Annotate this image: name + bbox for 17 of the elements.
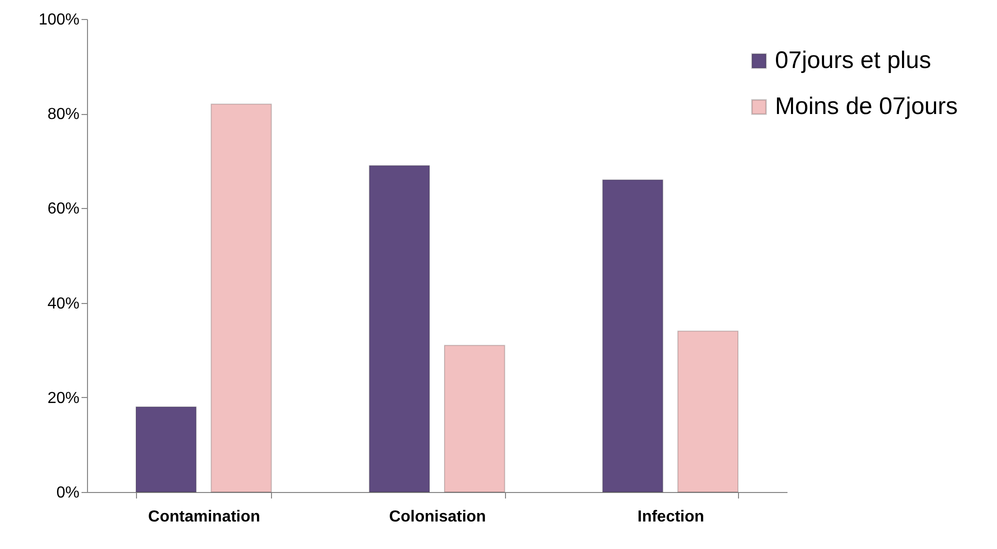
bar bbox=[677, 330, 738, 492]
x-tick-label: Infection bbox=[637, 508, 704, 526]
y-tick-label: 20% bbox=[47, 390, 80, 407]
y-tick-label: 100% bbox=[38, 12, 80, 28]
y-tick-label: 60% bbox=[47, 200, 80, 218]
bar bbox=[136, 406, 197, 492]
x-tick-label: Contamination bbox=[148, 508, 260, 526]
y-tick-label: 40% bbox=[47, 295, 80, 312]
bar bbox=[210, 104, 272, 492]
bar bbox=[602, 179, 664, 492]
bar bbox=[368, 165, 430, 492]
y-tick-label: 80% bbox=[47, 106, 80, 124]
legend-label: 07jours et plus bbox=[775, 47, 932, 74]
y-tick-label: 0% bbox=[56, 484, 80, 502]
bar bbox=[444, 344, 506, 492]
x-tick-label: Colonisation bbox=[389, 508, 486, 526]
legend-label: Moins de 07jours bbox=[775, 93, 958, 120]
